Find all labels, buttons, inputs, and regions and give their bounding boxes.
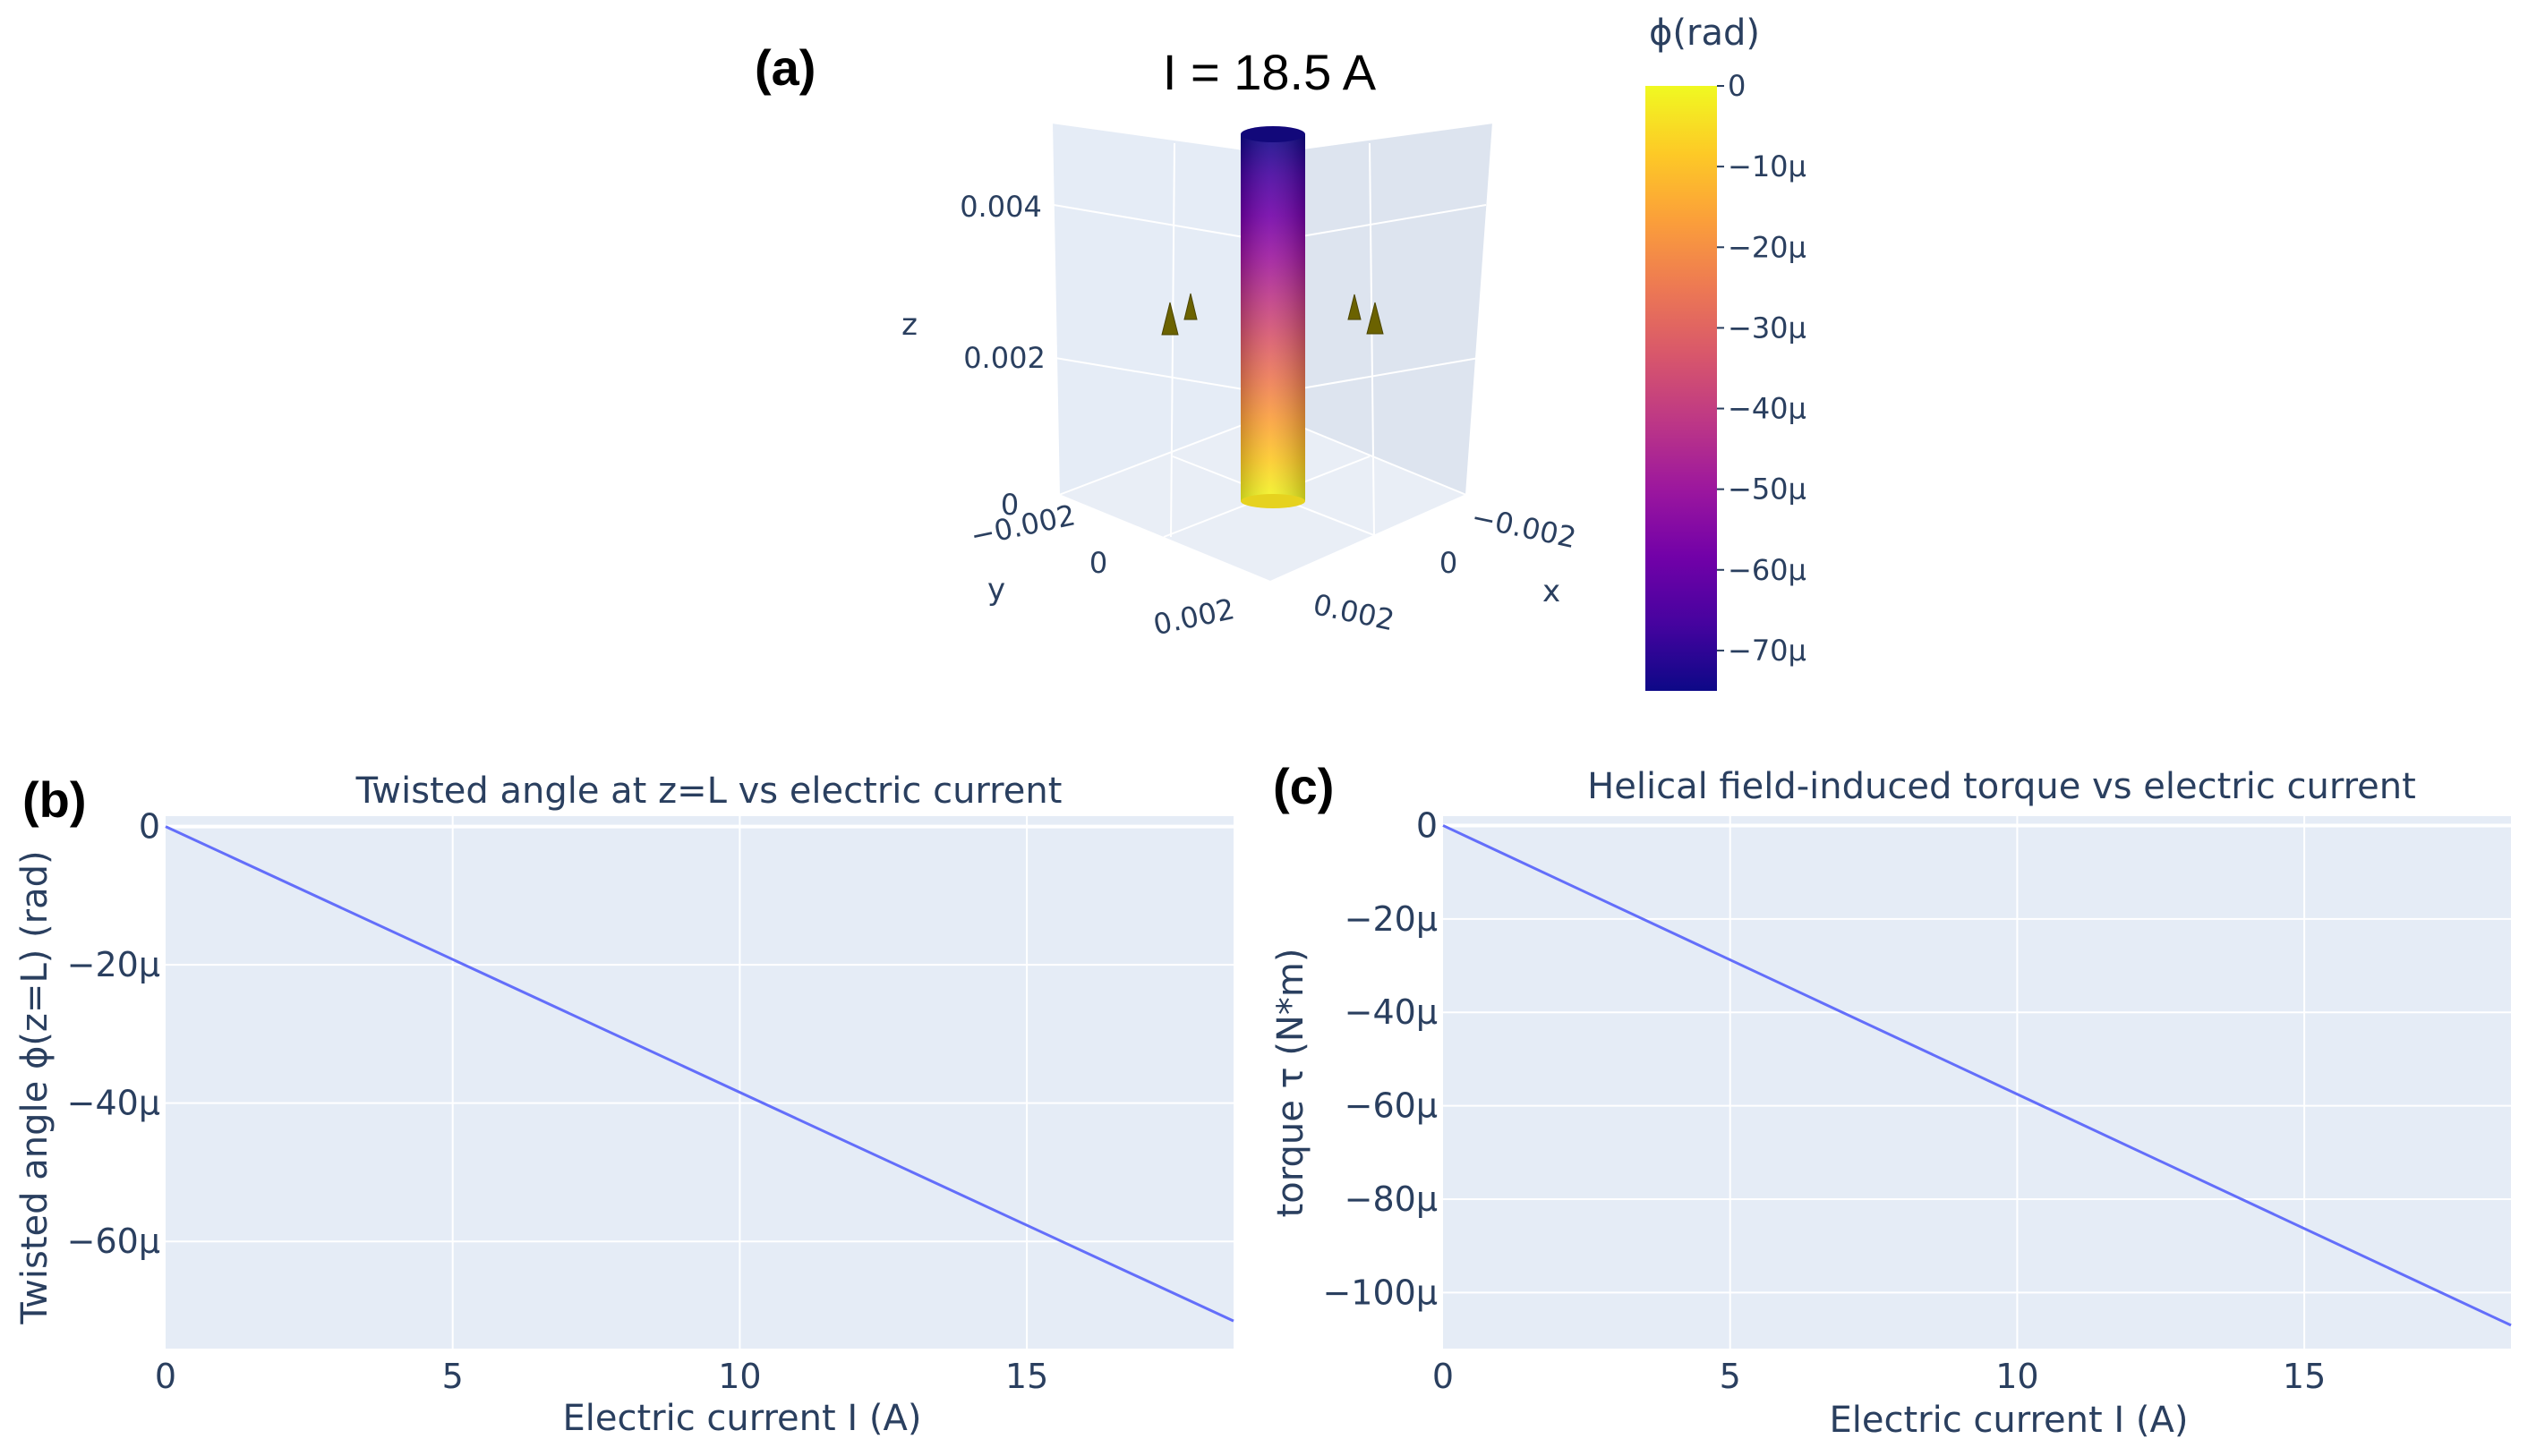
chart-title-c: Helical field-induced torque vs electric… [1587, 766, 2416, 807]
plot-area-b [166, 816, 1234, 1349]
colorbar-tick-label: −70μ [1728, 634, 1806, 668]
panel-label-c: (c) [1273, 758, 1334, 814]
colorbar-tick-label: −50μ [1728, 473, 1806, 507]
x-tick-label: 10 [1995, 1357, 2038, 1396]
y-tick-label: −20μ [67, 945, 160, 984]
colorbar-gradient [1645, 86, 1717, 691]
ticks-c: 0 5 10 15 0 −20μ −40μ −60μ −80μ −100μ [1322, 805, 2326, 1396]
x-tick-2: 0.002 [1311, 587, 1398, 637]
y-tick-label: −40μ [67, 1084, 160, 1123]
cylinder-surface[interactable] [1241, 126, 1305, 508]
y-tick-1: 0 [1089, 546, 1107, 580]
y-tick-label: −60μ [67, 1222, 160, 1261]
grid-c [1443, 816, 2511, 1349]
y-tick-label: −100μ [1322, 1273, 1438, 1312]
y-tick-0: −0.002 [968, 498, 1079, 553]
z-tick-1: 0.002 [963, 341, 1046, 375]
x-axis-title-b: Electric current I (A) [562, 1398, 921, 1439]
y-axis-label: y [987, 572, 1005, 608]
x-tick-label: 5 [442, 1357, 464, 1396]
x-tick-label: 15 [1005, 1357, 1048, 1396]
cone-marker [1347, 294, 1362, 320]
colorbar-tick-label: −40μ [1728, 392, 1806, 426]
colorbar-tick-label: 0 [1728, 69, 1746, 103]
y-tick-label: 0 [1416, 805, 1438, 845]
cylinder-bottom-cap [1241, 494, 1305, 508]
panel-b-line-chart[interactable]: (b) Twisted angle at z=L vs electric cur… [14, 771, 1234, 1439]
panel-label-b: (b) [22, 771, 87, 828]
chart-title-3d: I = 18.5 A [1163, 44, 1377, 100]
y-axis-title-b: Twisted angle ϕ(z=L) (rad) [14, 850, 56, 1324]
colorbar-tick-label: −20μ [1728, 230, 1806, 264]
x-tick-0: −0.002 [1468, 499, 1579, 555]
x-axis-label: x [1542, 574, 1560, 609]
z-axis-label: z [901, 307, 918, 343]
colorbar-tick-label: −30μ [1728, 311, 1806, 345]
x-tick-label: 15 [2283, 1357, 2326, 1396]
colorbar-tick-label: −10μ [1728, 149, 1806, 183]
y-tick-label: 0 [139, 807, 160, 847]
z-tick-0: 0 [1001, 488, 1019, 522]
colorbar-ticks: 0 −10μ −20μ −30μ −40μ −50μ −60μ −70μ [1717, 69, 1806, 668]
y-tick-label: −40μ [1345, 992, 1438, 1032]
colorbar: ϕ(rad) 0 −10μ −20μ −30μ −40μ −50μ −60μ −70μ [1645, 13, 1806, 691]
y-tick-label: −80μ [1345, 1179, 1438, 1219]
plot-area-c [1443, 816, 2511, 1349]
panel-c-line-chart[interactable]: (c) Helical field-induced torque vs elec… [1270, 758, 2512, 1441]
colorbar-title: ϕ(rad) [1649, 13, 1760, 54]
z-tick-2: 0.004 [960, 190, 1042, 224]
y-tick-2: 0.002 [1150, 592, 1238, 642]
cone-marker [1366, 302, 1384, 335]
x-axis-title-c: Electric current I (A) [1829, 1400, 2188, 1441]
series-line-torque[interactable] [1442, 824, 2512, 1327]
colorbar-tick-label: −60μ [1728, 553, 1806, 587]
chart-title-b: Twisted angle at z=L vs electric current [355, 771, 1063, 812]
panel-label-a: (a) [755, 39, 816, 96]
y-tick-label: −60μ [1345, 1086, 1438, 1126]
y-axis-title-c: torque τ (N*m) [1270, 949, 1311, 1218]
field-cones [1161, 293, 1384, 336]
panel-a-3d-plot[interactable]: (a) I = 18.5 A 0 0.002 0.004 z −0.002 0 … [755, 13, 1806, 691]
x-tick-1: 0 [1439, 546, 1457, 580]
cone-marker [1161, 302, 1179, 336]
cylinder-shading [1241, 134, 1305, 501]
cylinder-top-cap [1241, 126, 1305, 142]
y-tick-label: −20μ [1345, 899, 1438, 939]
grid-b [166, 816, 1234, 1349]
ticks-b: 0 5 10 15 0 −20μ −40μ −60μ [67, 807, 1049, 1396]
x-tick-label: 5 [1720, 1357, 1741, 1396]
cone-marker [1183, 293, 1198, 320]
series-line-phi[interactable] [165, 825, 1234, 1323]
x-tick-label: 10 [718, 1357, 761, 1396]
x-tick-label: 0 [1432, 1357, 1454, 1396]
x-tick-label: 0 [155, 1357, 176, 1396]
